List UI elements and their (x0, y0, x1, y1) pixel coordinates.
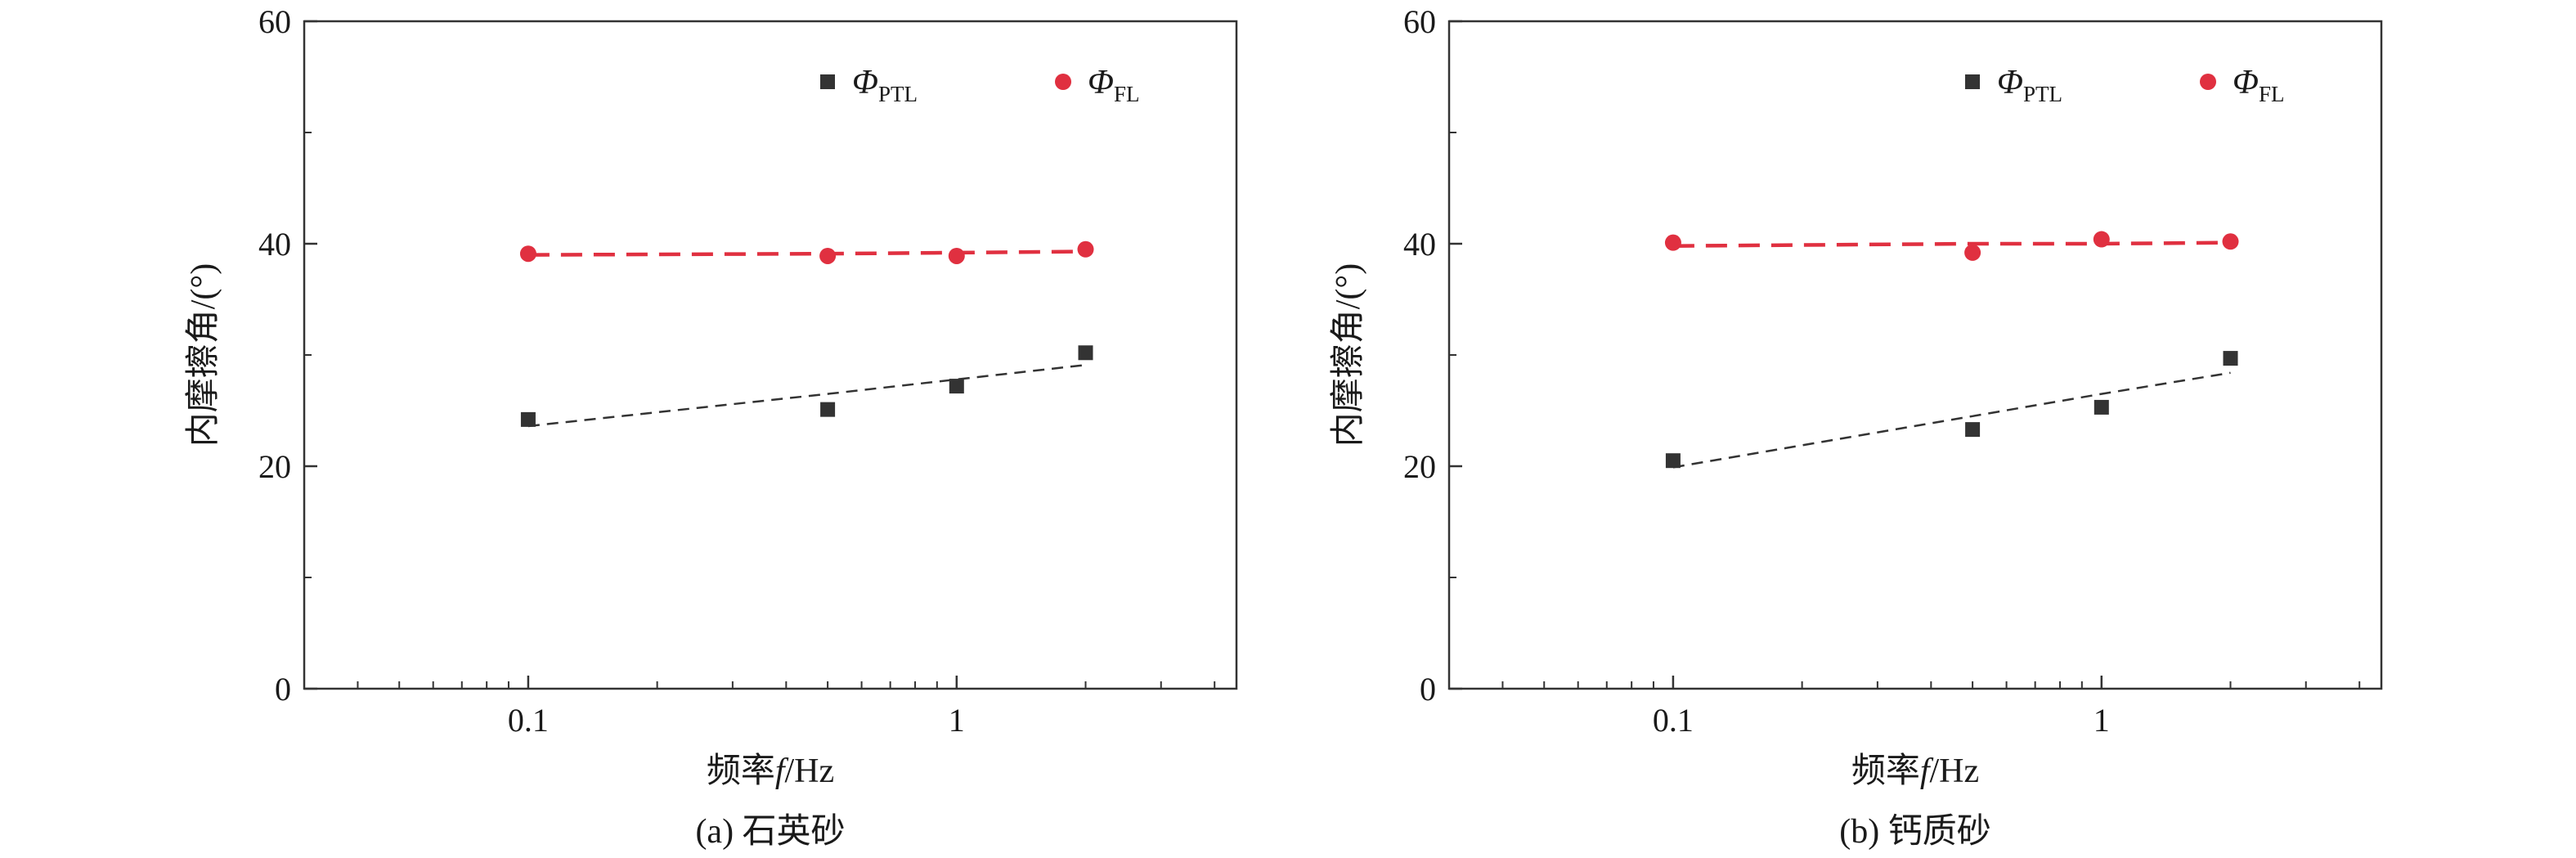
data-point-ptl (1078, 345, 1093, 361)
data-point-fl (2222, 233, 2239, 250)
chart-panel-1: 0 20 40 60 0.1 1 频率f/Hz 内摩擦角/(°) (a) 石英砂 ΦPTL ΦFL (184, 3, 1238, 851)
x-tick-label: 0.1 (508, 702, 549, 739)
chart-panel-2: 0 20 40 60 0.1 1 频率f/Hz 内摩擦角/(°) (b) 钙质砂 ΦPTL ΦFL (1329, 3, 2383, 851)
x-tick-label: 1 (949, 702, 965, 739)
x-axis-title: 频率f/Hz (707, 752, 834, 790)
data-point-ptl (1665, 453, 1681, 469)
y-tick-label: 40 (1403, 226, 1436, 263)
data-point-fl (2093, 231, 2110, 248)
x-tick-label: 0.1 (1653, 702, 1694, 739)
x-tick-label: 1 (2094, 702, 2110, 739)
series-ptl-fit-line (527, 363, 1086, 428)
y-tick-label: 40 (258, 226, 291, 263)
x-axis-title: 频率f/Hz (1851, 752, 1979, 790)
legend-marker-ptl (1965, 74, 1980, 89)
legend-label-ptl: ΦPTL (852, 64, 918, 106)
series-fl-fit-line (1672, 240, 2231, 248)
y-tick-label: 0 (1420, 671, 1436, 708)
data-point-fl (819, 247, 837, 264)
legend-marker-ptl (820, 74, 835, 89)
data-point-fl (948, 247, 965, 264)
y-tick-label: 60 (1403, 3, 1436, 40)
y-tick-label: 60 (258, 3, 291, 40)
panel-caption: (b) 钙质砂 (1839, 813, 1990, 851)
series-fl-fit-line (527, 249, 1086, 257)
panel-caption: (a) 石英砂 (695, 813, 845, 851)
legend-label-fl: ΦFL (2233, 64, 2285, 106)
y-axis-title: 内摩擦角/(°) (184, 263, 222, 447)
data-point-fl (1664, 234, 1681, 251)
y-tick-label: 20 (258, 448, 291, 485)
plot-frame (1447, 20, 2383, 690)
y-axis-title: 内摩擦角/(°) (1329, 263, 1367, 447)
data-point-ptl (1965, 422, 1981, 438)
legend-label-ptl: ΦPTL (1997, 64, 2062, 106)
data-point-ptl (520, 411, 536, 427)
data-point-ptl (2094, 399, 2109, 415)
series-ptl-fit-line (1672, 371, 2231, 469)
plot-frame (303, 20, 1238, 690)
data-point-fl (1077, 240, 1094, 258)
data-point-fl (1964, 244, 1981, 261)
data-point-ptl (2223, 351, 2238, 366)
y-tick-label: 0 (275, 671, 291, 708)
data-point-ptl (949, 379, 964, 394)
legend-marker-fl (1055, 74, 1071, 90)
legend-marker-fl (2200, 74, 2216, 90)
legend-label-fl: ΦFL (1088, 64, 1140, 106)
data-point-fl (519, 245, 536, 263)
y-tick-label: 20 (1403, 448, 1436, 485)
data-point-ptl (820, 402, 836, 417)
